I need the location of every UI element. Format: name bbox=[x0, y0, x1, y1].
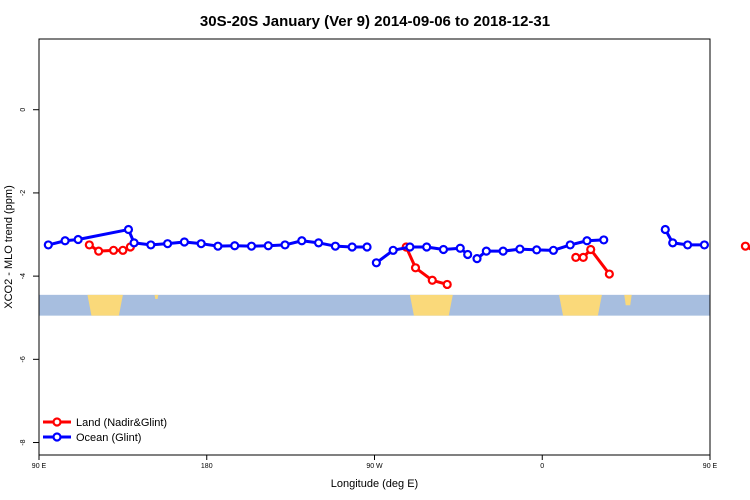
series-land-point bbox=[84, 240, 94, 250]
series-ocean-line bbox=[663, 228, 705, 247]
x-tick-label: 180 bbox=[201, 463, 213, 470]
series-ocean-point bbox=[213, 241, 223, 251]
series-ocean-point bbox=[313, 238, 324, 248]
legend-land-label: Land (Nadir&Glint) bbox=[76, 417, 167, 429]
y-axis-label: XCO2 - MLO trend (ppm) bbox=[3, 185, 15, 308]
land-segment bbox=[87, 294, 123, 316]
x-tick-label: 90 E bbox=[32, 463, 47, 470]
series-ocean-point bbox=[405, 242, 415, 252]
series-land bbox=[84, 240, 750, 290]
series-ocean-point bbox=[280, 240, 290, 250]
series-ocean-point bbox=[582, 236, 592, 246]
series-ocean-point bbox=[230, 241, 240, 251]
land-segment bbox=[559, 294, 602, 316]
series-ocean-point bbox=[123, 224, 134, 235]
series-ocean-point bbox=[179, 237, 189, 247]
legend: Land (Nadir&Glint) Ocean (Glint) bbox=[43, 417, 167, 444]
land-segment bbox=[409, 294, 453, 316]
series-ocean-point bbox=[196, 239, 206, 249]
series-ocean-point bbox=[463, 249, 473, 260]
x-tick-label: 90 E bbox=[703, 463, 718, 470]
series-land-point bbox=[442, 279, 452, 290]
series-ocean-point bbox=[515, 244, 525, 254]
series-ocean-point bbox=[129, 238, 139, 248]
series-ocean-point bbox=[438, 244, 449, 255]
series-land-point bbox=[578, 252, 588, 262]
series-ocean-point bbox=[422, 242, 432, 252]
chart-title: 30S-20S January (Ver 9) 2014-09-06 to 20… bbox=[200, 13, 550, 30]
series-land-line bbox=[404, 246, 448, 286]
series-ocean-point bbox=[73, 234, 83, 245]
series-land-point bbox=[427, 275, 437, 285]
legend-land-marker bbox=[52, 417, 62, 427]
x-tick-label: 90 W bbox=[366, 463, 383, 470]
y-tick-label: -6 bbox=[20, 356, 27, 362]
series-land-point bbox=[604, 269, 614, 279]
series-ocean-point bbox=[532, 245, 542, 255]
series-layer bbox=[43, 224, 750, 290]
series-land-point bbox=[94, 246, 104, 256]
series-ocean bbox=[43, 224, 710, 268]
series-ocean-point bbox=[668, 238, 678, 248]
series-ocean-point bbox=[548, 245, 559, 255]
series-ocean-point bbox=[163, 239, 173, 249]
series-ocean-point bbox=[498, 246, 508, 256]
series-land-point bbox=[586, 244, 596, 255]
series-ocean-point bbox=[362, 242, 372, 252]
series-ocean-point bbox=[60, 236, 70, 246]
series-ocean-point bbox=[683, 240, 693, 250]
series-land-point bbox=[740, 241, 750, 251]
series-ocean-point bbox=[565, 240, 575, 250]
series-ocean-point bbox=[371, 258, 381, 268]
series-land-point bbox=[108, 245, 119, 255]
x-axis: 90 E 180 90 W 0 90 E bbox=[32, 455, 718, 470]
legend-ocean-label: Ocean (Glint) bbox=[76, 432, 141, 444]
plot-frame bbox=[38, 38, 711, 456]
series-land-point bbox=[571, 252, 581, 262]
series-ocean-point bbox=[481, 246, 491, 256]
series-ocean-point bbox=[246, 241, 257, 251]
y-tick-label: -8 bbox=[20, 439, 27, 445]
series-ocean-point bbox=[146, 240, 156, 250]
series-ocean-point bbox=[388, 245, 398, 255]
legend-ocean-marker bbox=[52, 432, 62, 442]
land-ocean-band bbox=[39, 294, 710, 316]
x-axis-label: Longitude (deg E) bbox=[331, 478, 418, 490]
series-ocean-point bbox=[43, 240, 53, 250]
x-tick-label: 0 bbox=[540, 463, 544, 470]
series-ocean-point bbox=[455, 243, 465, 253]
y-tick-label: 0 bbox=[20, 108, 27, 112]
y-axis: 0 -2 -4 -6 -8 bbox=[20, 108, 39, 446]
series-ocean-point bbox=[297, 236, 307, 246]
series-ocean-point bbox=[347, 242, 357, 252]
series-ocean-point bbox=[660, 224, 670, 235]
series-ocean-point bbox=[699, 240, 710, 250]
land-segment bbox=[624, 294, 632, 306]
land-segment bbox=[154, 294, 159, 299]
series-land-point bbox=[410, 263, 421, 273]
series-ocean-point bbox=[472, 254, 482, 264]
ocean-band bbox=[39, 294, 710, 316]
y-tick-label: -2 bbox=[20, 190, 27, 196]
series-ocean-point bbox=[599, 235, 609, 245]
y-tick-label: -4 bbox=[20, 273, 27, 279]
series-land-point bbox=[118, 245, 128, 255]
series-ocean-point bbox=[330, 241, 340, 251]
series-ocean-point bbox=[263, 241, 273, 251]
